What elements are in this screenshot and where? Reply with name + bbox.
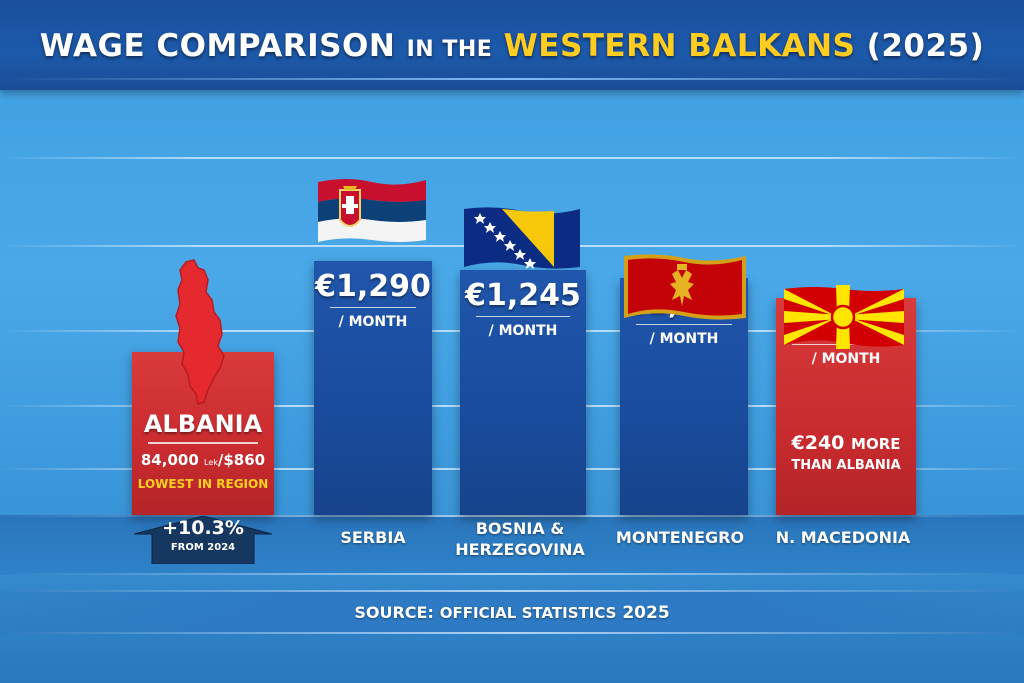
unit-label-serbia: / MONTH	[330, 307, 416, 330]
albania-name: ALBANIA	[143, 410, 263, 438]
category-label-serbia: SERBIA	[340, 528, 406, 547]
unit-label-montenegro: / MONTH	[636, 324, 732, 347]
macedonia-difference: €240 MORE	[776, 432, 916, 454]
albania-lek-value: 84,000	[140, 451, 199, 469]
north-macedonia-flag-icon	[784, 285, 904, 349]
growth-arrow-icon	[134, 516, 272, 564]
category-label-bosnia: BOSNIA & HERZEGOVINA	[455, 519, 585, 559]
title-part-3: WESTERN BALKANS	[503, 28, 856, 64]
title-part-2: IN THE	[406, 37, 493, 62]
category-label-montenegro: MONTENEGRO	[615, 528, 745, 547]
value-label-bosnia: €1,245	[465, 278, 581, 313]
albania-lek-unit: Lek	[204, 458, 218, 467]
header-band	[0, 0, 1024, 90]
category-label-macedonia: N. MACEDONIA	[775, 528, 911, 547]
source-note: SOURCE: OFFICIAL STATISTICS 2025	[0, 603, 1024, 623]
albania-growth-value: +10.3%	[162, 517, 244, 539]
source-label: SOURCE:	[354, 603, 434, 622]
albania-usd-value: /$860	[217, 451, 266, 469]
albania-map-icon	[175, 259, 225, 405]
bosnia-flag-icon	[464, 207, 580, 269]
albania-growth-from: FROM 2024	[170, 542, 236, 553]
unit-label-bosnia: / MONTH	[476, 316, 570, 339]
macedonia-diff-tail: THAN ALBANIA	[791, 458, 901, 473]
macedonia-diff-amount: €240	[791, 432, 845, 454]
chart-title: WAGE COMPARISON IN THE WESTERN BALKANS (…	[0, 28, 1024, 64]
bar-serbia: €1,290 / MONTH	[314, 261, 432, 515]
albania-local-wage: 84,000 Lek/$860	[132, 451, 274, 469]
albania-divider	[148, 442, 258, 444]
footer-band	[0, 590, 1024, 634]
title-part-4: (2025)	[866, 28, 985, 64]
source-body: OFFICIAL STATISTICS	[439, 604, 617, 622]
albania-lowest-note: LOWEST IN REGION	[137, 477, 269, 491]
bar-bosnia: €1,245 / MONTH	[460, 270, 586, 515]
gridline	[0, 157, 1024, 159]
montenegro-flag-icon	[624, 254, 746, 320]
value-label-serbia: €1,290	[315, 269, 431, 304]
source-year: 2025	[622, 603, 670, 623]
title-part-1: WAGE COMPARISON	[39, 28, 396, 64]
macedonia-diff-word: MORE	[851, 435, 901, 453]
serbia-flag-icon	[318, 179, 426, 242]
